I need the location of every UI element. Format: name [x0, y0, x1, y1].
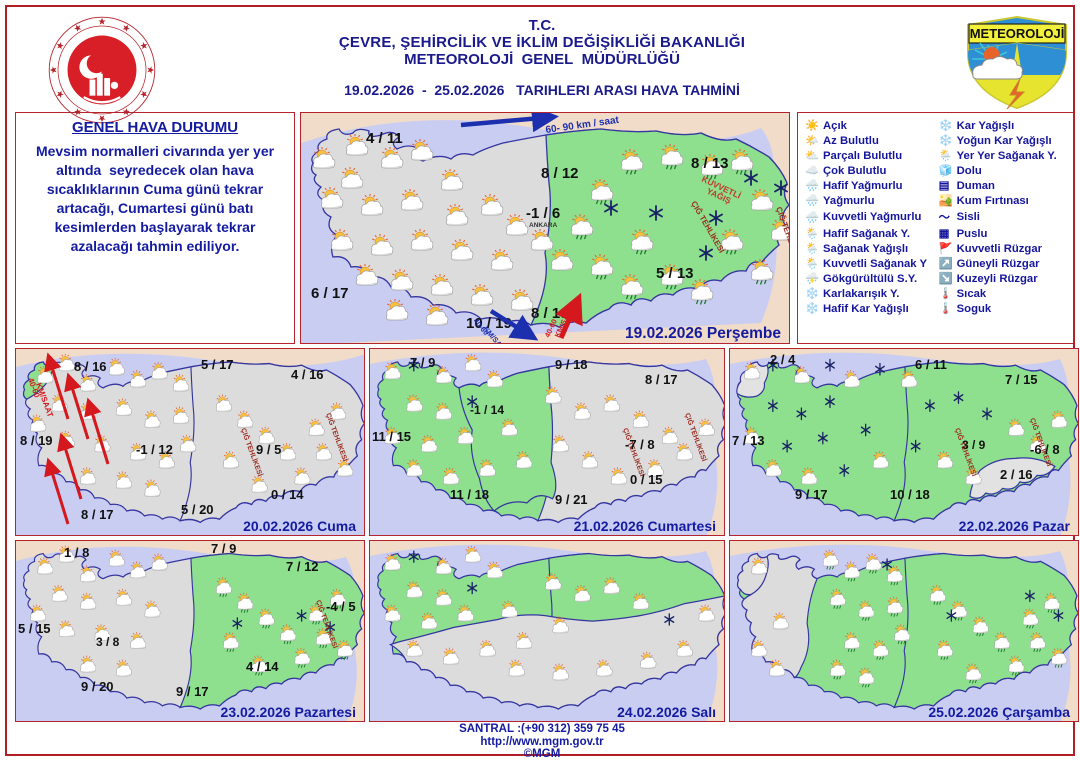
svg-text:9 / 20: 9 / 20	[81, 679, 114, 694]
svg-text:4 / 14: 4 / 14	[246, 659, 279, 674]
svg-text:-1 / 12: -1 / 12	[136, 442, 173, 457]
svg-text:-1 / 14: -1 / 14	[470, 403, 504, 417]
svg-text:0 / 15: 0 / 15	[630, 472, 663, 487]
svg-text:9 / 17: 9 / 17	[176, 684, 209, 699]
svg-text:-1 / 6: -1 / 6	[526, 205, 560, 222]
svg-text:22.02.2026 Pazar: 22.02.2026 Pazar	[959, 518, 1071, 534]
svg-text:8 / 17: 8 / 17	[81, 507, 114, 522]
svg-text:2 / 4: 2 / 4	[770, 352, 796, 367]
svg-text:9 / 17: 9 / 17	[795, 487, 828, 502]
svg-text:24.02.2026 Salı: 24.02.2026 Salı	[617, 704, 716, 720]
svg-text:5 / 20: 5 / 20	[181, 502, 214, 517]
svg-text:19.02.2026 Perşembe: 19.02.2026 Perşembe	[625, 325, 781, 342]
svg-text:-4 / 5: -4 / 5	[326, 599, 356, 614]
svg-text:7 / 9: 7 / 9	[410, 355, 435, 370]
svg-text:8 / 16: 8 / 16	[74, 359, 107, 374]
svg-text:9 / 5: 9 / 5	[256, 442, 281, 457]
svg-text:6 / 17: 6 / 17	[311, 285, 349, 302]
svg-text:9 / 18: 9 / 18	[555, 357, 588, 372]
svg-text:5 / 15: 5 / 15	[18, 621, 51, 636]
svg-text:3 / 8: 3 / 8	[96, 635, 120, 649]
svg-text:1 / 8: 1 / 8	[64, 545, 89, 560]
svg-text:10 / 18: 10 / 18	[890, 487, 930, 502]
svg-text:23.02.2026 Pazartesi: 23.02.2026 Pazartesi	[221, 704, 356, 720]
svg-text:5 / 13: 5 / 13	[656, 265, 694, 282]
svg-text:3 / 9: 3 / 9	[962, 438, 986, 452]
svg-text:8 / 17: 8 / 17	[645, 372, 678, 387]
svg-text:4 / 16: 4 / 16	[291, 367, 324, 382]
svg-text:6 / 11: 6 / 11	[915, 357, 947, 372]
svg-text:11 / 18: 11 / 18	[450, 487, 489, 502]
svg-text:METEOROLOJİ: METEOROLOJİ	[970, 26, 1065, 41]
svg-text:8 / 13: 8 / 13	[691, 155, 729, 172]
svg-text:21.02.2026 Cumartesi: 21.02.2026 Cumartesi	[574, 518, 716, 534]
svg-text:5 / 17: 5 / 17	[201, 357, 234, 372]
svg-text:4 / 11: 4 / 11	[366, 130, 403, 147]
svg-text:ANKARA: ANKARA	[529, 222, 557, 229]
svg-text:9 / 21: 9 / 21	[555, 492, 588, 507]
svg-text:-6 / 8: -6 / 8	[1030, 442, 1060, 457]
svg-text:8 / 19: 8 / 19	[20, 433, 53, 448]
svg-text:7 / 9: 7 / 9	[211, 541, 236, 556]
svg-text:-7 / 8: -7 / 8	[625, 437, 655, 452]
svg-text:2 / 16: 2 / 16	[1000, 467, 1033, 482]
svg-text:7 / 15: 7 / 15	[1005, 372, 1038, 387]
svg-text:7 / 13: 7 / 13	[732, 433, 765, 448]
svg-text:20.02.2026 Cuma: 20.02.2026 Cuma	[243, 518, 356, 534]
svg-text:25.02.2026 Çarşamba: 25.02.2026 Çarşamba	[928, 704, 1070, 720]
svg-text:11 / 15: 11 / 15	[372, 429, 411, 444]
svg-text:7 / 12: 7 / 12	[286, 559, 319, 574]
svg-text:0 / 14: 0 / 14	[271, 487, 304, 502]
svg-text:8 / 12: 8 / 12	[541, 165, 579, 182]
